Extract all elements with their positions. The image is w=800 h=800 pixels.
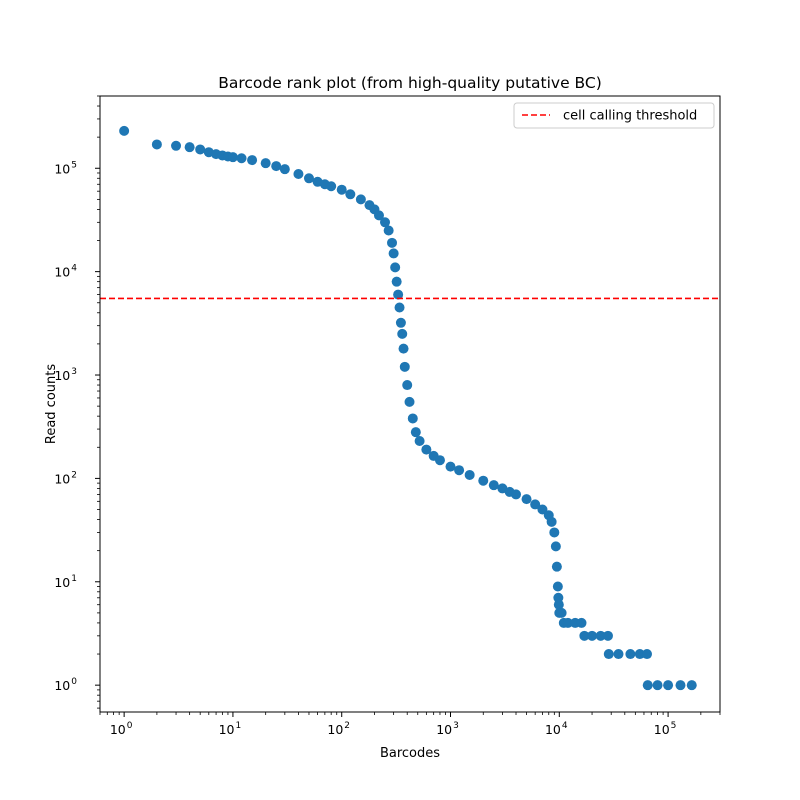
data-point [373, 210, 384, 221]
plot-area [100, 125, 720, 691]
data-point [464, 469, 475, 480]
data-point [587, 630, 598, 641]
data-point [293, 169, 304, 179]
data-point [414, 436, 425, 446]
data-point [236, 153, 247, 164]
data-point [227, 152, 238, 163]
data-point [576, 617, 587, 628]
data-point [675, 680, 686, 691]
data-point [595, 630, 606, 641]
data-point [663, 680, 674, 691]
data-point [488, 480, 499, 491]
data-point [478, 475, 489, 486]
data-point [395, 317, 406, 328]
legend-box [513, 102, 715, 129]
x-axis-label: Barcodes [380, 746, 440, 761]
data-point [421, 444, 432, 455]
data-point [394, 302, 405, 313]
y-axis-label: Read counts [44, 364, 59, 444]
data-point [603, 649, 614, 660]
data-point [407, 413, 418, 424]
data-point [271, 161, 282, 172]
data-point [380, 217, 391, 228]
data-point [260, 158, 271, 169]
data-points [119, 125, 697, 691]
data-point [402, 380, 413, 391]
data-point [434, 455, 445, 466]
data-point [387, 237, 398, 248]
data-point [652, 680, 663, 691]
data-point [119, 125, 130, 136]
data-point [579, 630, 590, 641]
data-point [550, 541, 561, 552]
data-point [625, 649, 636, 660]
legend-label: cell calling threshold [563, 109, 697, 124]
data-point [613, 649, 624, 660]
data-point [556, 607, 567, 618]
data-point [393, 289, 404, 300]
data-point [537, 504, 548, 515]
data-point [383, 225, 394, 236]
data-point [390, 262, 401, 273]
data-point [521, 494, 532, 505]
legend: cell calling threshold [513, 102, 715, 129]
data-point [553, 599, 564, 610]
data-point [184, 142, 195, 153]
data-point [552, 581, 563, 592]
data-point [549, 527, 560, 538]
data-point [391, 276, 402, 287]
data-point [151, 139, 162, 150]
data-point [454, 465, 465, 476]
chart-title: Barcode rank plot (from high-quality put… [218, 74, 602, 92]
data-point [355, 194, 366, 205]
data-point [686, 680, 697, 691]
data-point [388, 248, 399, 259]
data-point [399, 361, 410, 372]
data-point [511, 489, 522, 500]
data-point [642, 680, 653, 691]
data-point [326, 181, 337, 192]
data-point [398, 343, 409, 354]
data-point [195, 144, 206, 155]
data-point [171, 140, 182, 151]
data-point [397, 328, 408, 339]
data-point [303, 173, 314, 184]
data-point [642, 649, 653, 660]
data-point [634, 649, 645, 660]
data-point [445, 461, 456, 472]
data-point [345, 189, 356, 200]
data-point [551, 561, 562, 572]
data-point [404, 396, 415, 407]
data-point [410, 427, 421, 438]
plot-frame [99, 95, 721, 713]
data-point [546, 516, 557, 527]
data-point [530, 499, 541, 510]
data-point [602, 630, 613, 641]
data-point [247, 155, 258, 166]
data-point [336, 184, 347, 195]
data-point [279, 164, 290, 175]
data-point [562, 617, 573, 628]
